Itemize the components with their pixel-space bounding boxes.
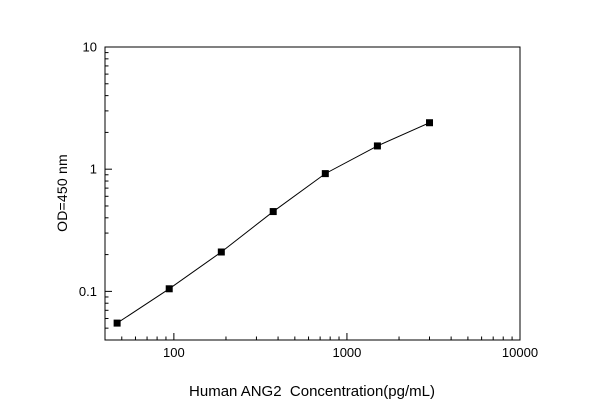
data-point-marker [113,319,121,327]
plot-frame [104,46,521,341]
y-axis-label: OD=450 nm [54,154,70,232]
data-point-marker [426,119,434,127]
data-point-marker [217,248,225,256]
data-point-marker [321,170,329,178]
x-tick-label: 1000 [332,345,361,360]
y-tick-label: 0.1 [79,284,97,299]
data-point-marker [269,208,277,216]
x-axis-label: Human ANG2 Concentration(pg/mL) [189,383,435,400]
y-tick-label: 1 [90,162,97,177]
data-point-marker [373,142,381,150]
data-line [116,122,430,324]
x-tick-label: 100 [163,345,185,360]
x-tick-label: 10000 [502,345,538,360]
data-point-marker [165,285,173,293]
y-tick-label: 10 [83,40,97,55]
